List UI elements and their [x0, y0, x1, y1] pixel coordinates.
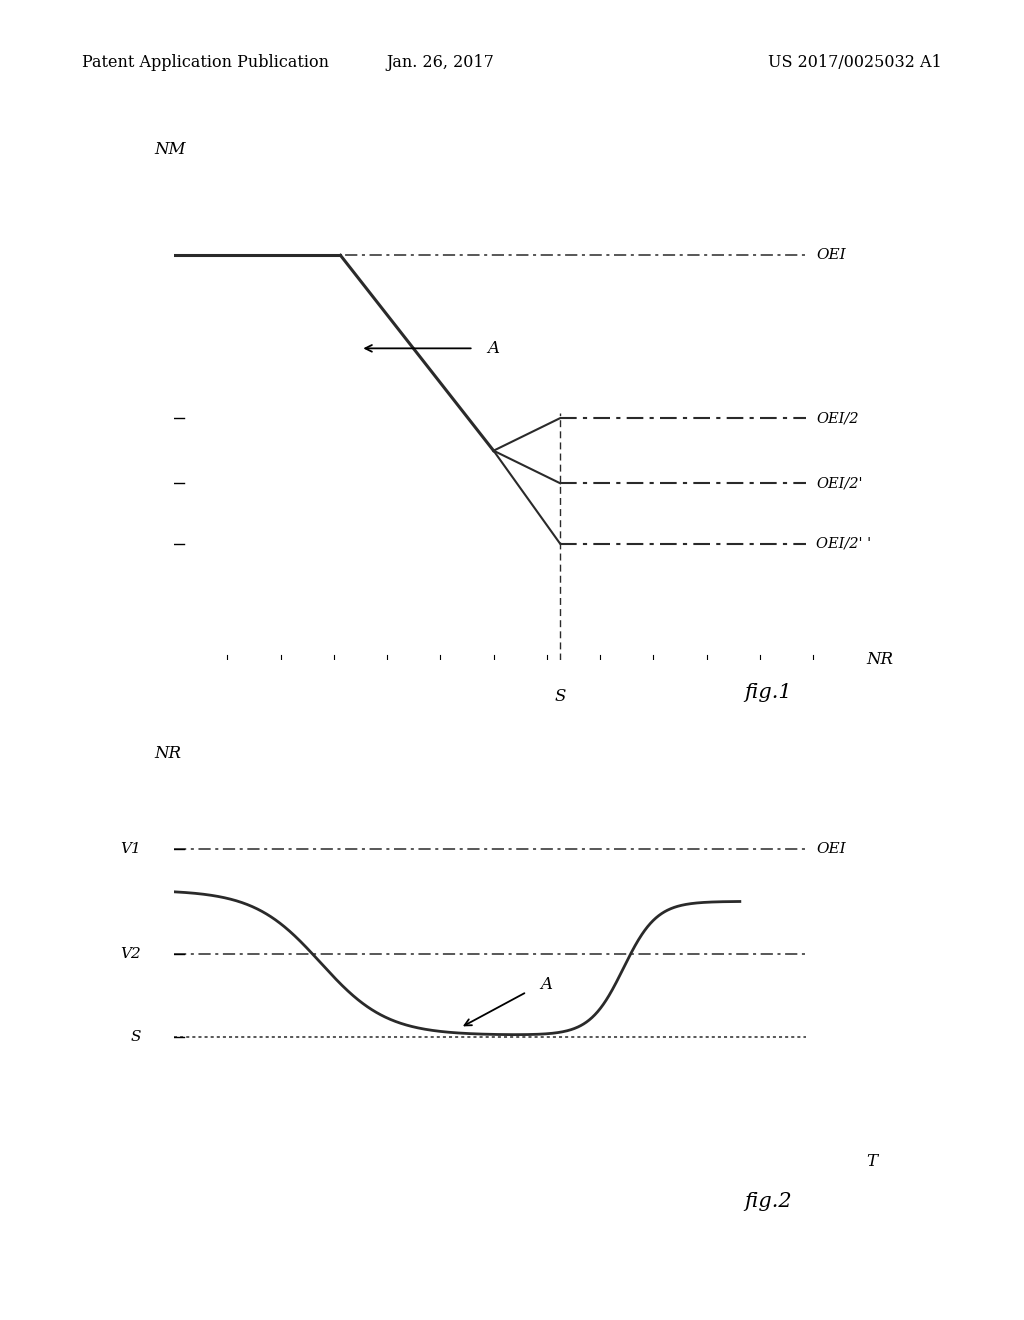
Text: NR: NR	[155, 744, 181, 762]
Text: US 2017/0025032 A1: US 2017/0025032 A1	[768, 54, 942, 70]
Text: NR: NR	[866, 652, 893, 668]
Text: V1: V1	[120, 842, 141, 855]
Text: A: A	[487, 339, 499, 356]
Text: S: S	[130, 1030, 141, 1044]
Text: A: A	[541, 975, 552, 993]
Text: OEI/2: OEI/2	[816, 411, 859, 425]
Text: OEI/2' ': OEI/2' '	[816, 537, 871, 550]
Text: OEI/2': OEI/2'	[816, 477, 863, 490]
Text: NM: NM	[155, 141, 185, 157]
Text: V2: V2	[120, 948, 141, 961]
Text: Jan. 26, 2017: Jan. 26, 2017	[386, 54, 495, 70]
Text: fig.1: fig.1	[744, 684, 792, 702]
Text: T: T	[866, 1154, 878, 1170]
Text: S: S	[554, 688, 566, 705]
Text: fig.2: fig.2	[744, 1192, 792, 1210]
Text: OEI: OEI	[816, 842, 846, 855]
Text: OEI: OEI	[816, 248, 846, 263]
Text: Patent Application Publication: Patent Application Publication	[82, 54, 329, 70]
